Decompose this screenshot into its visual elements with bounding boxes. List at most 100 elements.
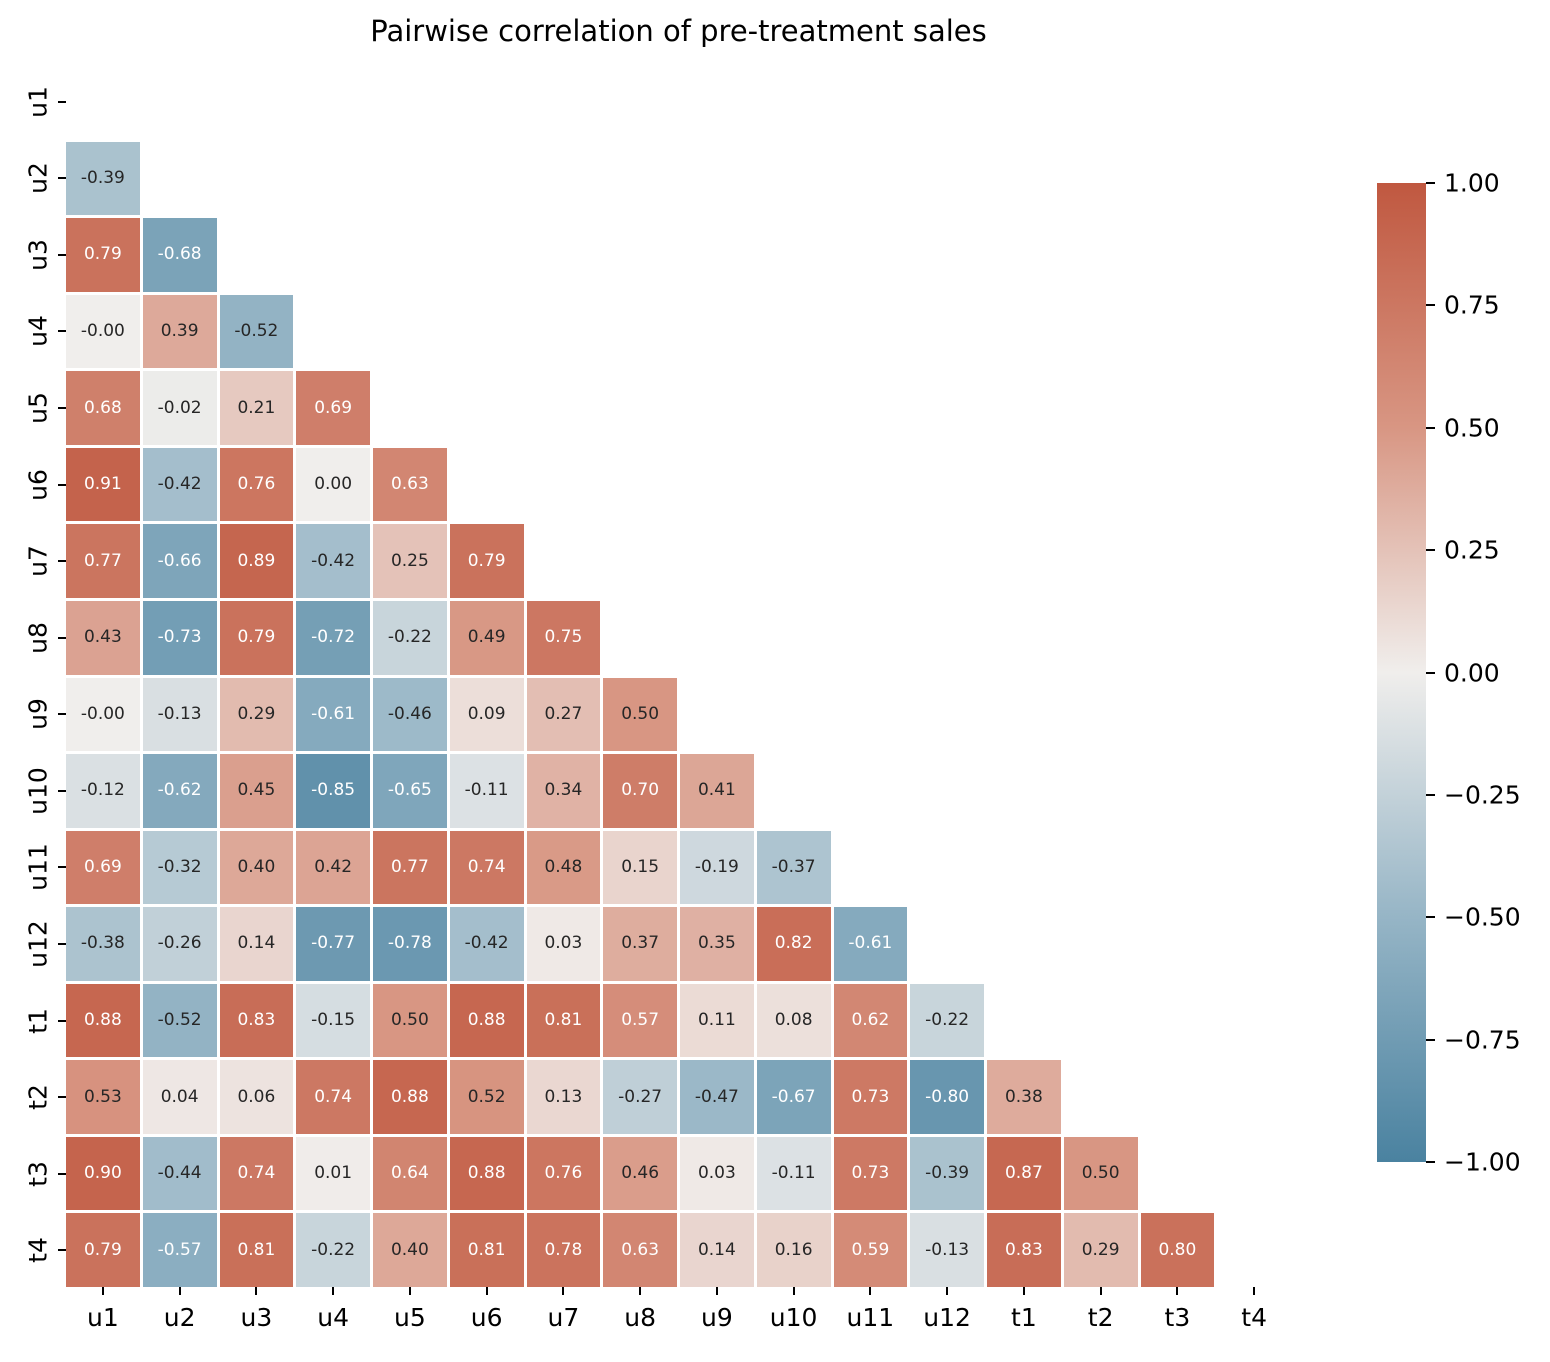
cell-value: 0.91 — [83, 474, 122, 495]
heatmap-cell: 0.14 — [680, 1213, 754, 1287]
heatmap-cell: 0.76 — [526, 1136, 601, 1211]
cell-value: -0.52 — [234, 320, 279, 341]
heatmap-cell: 0.34 — [526, 754, 601, 828]
heatmap-cell: -0.68 — [142, 218, 217, 292]
cell-value: -0.67 — [771, 1086, 816, 1107]
masked-cell — [1141, 984, 1215, 1058]
cell-value: 0.45 — [237, 780, 276, 801]
heatmap-cell: -0.66 — [142, 524, 217, 598]
cell-value: -0.78 — [387, 933, 432, 954]
cell-value: 0.29 — [237, 703, 276, 724]
cell-value: -0.42 — [157, 474, 202, 495]
masked-cell — [834, 142, 908, 216]
heatmap-cell: 0.50 — [1063, 1136, 1138, 1211]
cell-value: 0.50 — [621, 703, 660, 724]
masked-cell — [220, 218, 294, 292]
heatmap-cell: 0.81 — [449, 1213, 524, 1287]
heatmap-cell: -0.61 — [296, 677, 370, 752]
masked-cell — [987, 448, 1061, 522]
masked-cell — [296, 142, 370, 216]
masked-cell — [834, 678, 908, 752]
masked-cell — [1141, 831, 1215, 905]
cell-value: -0.15 — [311, 1010, 356, 1031]
colorbar-tick-mark — [1426, 182, 1435, 184]
heatmap-cell: 0.40 — [373, 1213, 447, 1287]
cell-value: 0.52 — [467, 1086, 506, 1107]
masked-cell — [1064, 524, 1138, 598]
heatmap-cell: -0.39 — [910, 1136, 984, 1211]
cell-value: 0.64 — [390, 1163, 429, 1184]
masked-cell — [1141, 448, 1215, 522]
heatmap-cell: 0.68 — [66, 371, 140, 445]
heatmap-cell: -0.42 — [142, 447, 217, 522]
heatmap-cell: -0.62 — [142, 754, 217, 828]
heatmap-cell: 0.73 — [833, 1060, 908, 1134]
heatmap-cell: 0.11 — [680, 983, 754, 1058]
cell-value: 0.15 — [621, 856, 660, 877]
colorbar-tick-label: 1.00 — [1444, 168, 1500, 198]
masked-cell — [296, 218, 370, 292]
x-tick-mark — [869, 1287, 872, 1295]
cell-value: 0.88 — [390, 1086, 429, 1107]
heatmap-cell: 0.74 — [219, 1136, 294, 1211]
cell-value: 0.73 — [851, 1163, 890, 1184]
heatmap-cell: 0.48 — [526, 830, 601, 905]
y-tick-mark — [58, 1096, 66, 1099]
cell-value: 0.68 — [83, 397, 122, 418]
masked-cell — [987, 218, 1061, 292]
cell-value: 0.80 — [1158, 1239, 1197, 1260]
cell-value: 0.89 — [237, 550, 276, 571]
colorbar-tick-mark — [1426, 916, 1435, 919]
masked-cell — [987, 371, 1061, 445]
colorbar-tick-mark — [1426, 1038, 1435, 1041]
masked-cell — [1141, 371, 1215, 445]
cell-value: -0.11 — [771, 1163, 816, 1184]
heatmap-cell: 0.43 — [66, 600, 140, 675]
cell-value: -0.66 — [157, 550, 202, 571]
masked-cell — [757, 754, 831, 828]
cell-value: 0.76 — [237, 474, 276, 495]
x-tick-label: u4 — [317, 1303, 350, 1332]
colorbar-tick-mark — [1426, 426, 1435, 429]
x-tick-mark — [101, 1287, 104, 1295]
cell-value: 0.14 — [237, 933, 276, 954]
masked-cell — [680, 678, 754, 752]
y-tick-mark — [58, 560, 66, 563]
cell-value: 0.53 — [83, 1086, 122, 1107]
masked-cell — [834, 754, 908, 828]
cell-value: 0.37 — [621, 933, 660, 954]
y-tick-label: t3 — [23, 1160, 53, 1187]
y-tick-mark — [58, 1019, 66, 1022]
heatmap-cell: 0.45 — [219, 754, 294, 828]
y-tick-mark — [58, 330, 66, 333]
cell-value: 0.38 — [1004, 1086, 1043, 1107]
cell-value: 0.11 — [697, 1010, 736, 1031]
chart-title: Pairwise correlation of pre-treatment sa… — [370, 14, 987, 48]
heatmap-cell: 0.57 — [603, 983, 677, 1058]
y-tick-label: u6 — [23, 468, 53, 501]
heatmap-cell: 0.04 — [142, 1060, 217, 1134]
masked-cell — [603, 65, 677, 139]
y-tick-label: u4 — [23, 315, 53, 348]
masked-cell — [1217, 601, 1291, 675]
masked-cell — [680, 218, 754, 292]
x-tick-mark — [178, 1287, 181, 1295]
cell-value: 0.88 — [83, 1010, 122, 1031]
masked-cell — [680, 142, 754, 216]
masked-cell — [757, 448, 831, 522]
y-tick-label: u2 — [23, 162, 53, 195]
cell-value: 0.40 — [237, 856, 276, 877]
heatmap-cell: -0.57 — [142, 1213, 217, 1287]
heatmap-cell: 0.27 — [526, 677, 601, 752]
masked-cell — [1064, 907, 1138, 981]
cell-value: -0.47 — [694, 1086, 739, 1107]
cell-value: 0.43 — [83, 627, 122, 648]
masked-cell — [603, 218, 677, 292]
y-tick-mark — [58, 866, 66, 869]
masked-cell — [143, 65, 217, 139]
y-tick-label: t2 — [23, 1084, 53, 1110]
masked-cell — [1064, 601, 1138, 675]
cell-value: 0.76 — [544, 1163, 583, 1184]
masked-cell — [910, 907, 984, 981]
cell-value: 0.35 — [697, 933, 736, 954]
